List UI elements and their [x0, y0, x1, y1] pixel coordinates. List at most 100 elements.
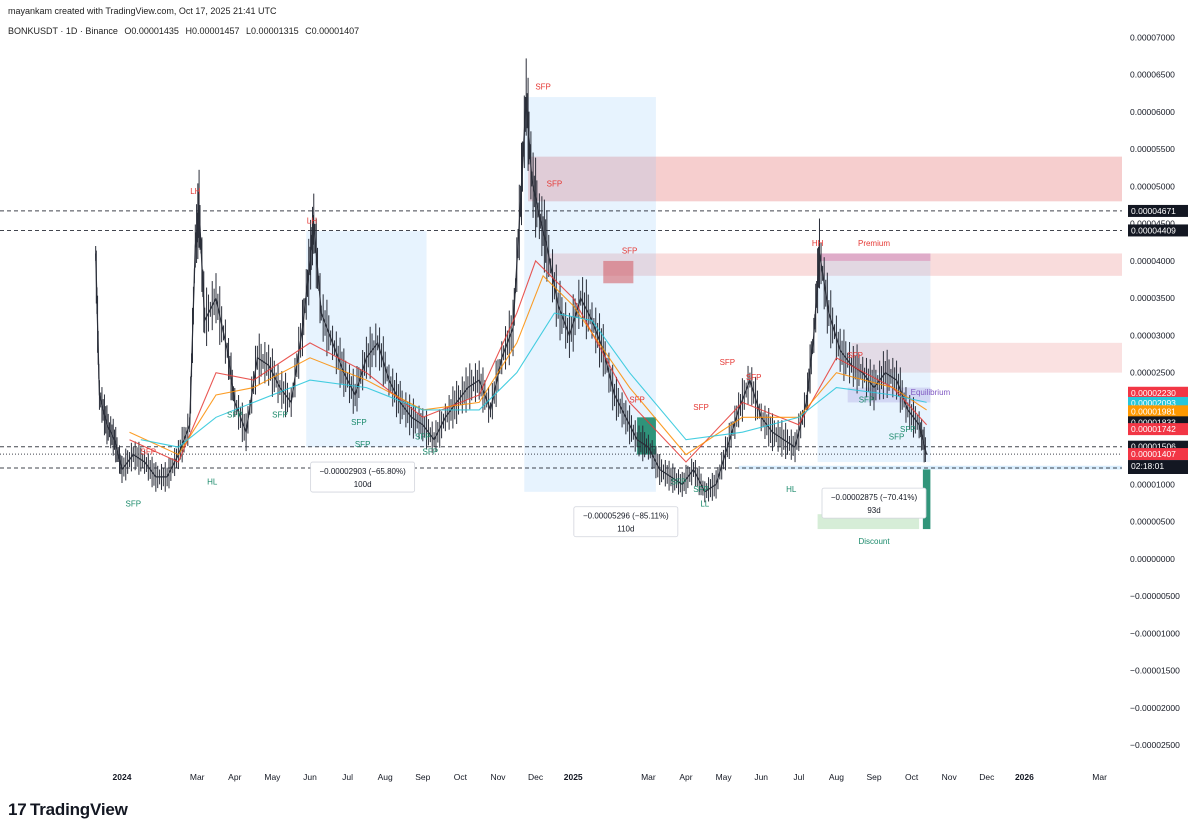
y-tick-label: 0.00003000: [1130, 330, 1175, 340]
x-tick-label: Jun: [754, 772, 768, 782]
ohlc-high: H0.00001457: [185, 26, 240, 36]
zone-box: [524, 97, 656, 492]
measurement-box: −0.00005296 (−85.11%) 110d: [573, 506, 679, 538]
y-tick-label: 0.00004500: [1130, 219, 1175, 229]
level-price-label: 0.00004671: [1131, 206, 1176, 216]
indicator-price-label-bg: [1128, 448, 1188, 461]
measurement-bg: [310, 461, 416, 493]
indicator-price-label: 0.00001981: [1131, 406, 1176, 416]
indicator-price-label-bg: [1128, 386, 1188, 399]
measurement-box: −0.00002875 (−70.41%) 93d: [821, 487, 927, 519]
y-tick-label: −0.00001000: [1130, 628, 1180, 638]
x-tick-label: Aug: [378, 772, 393, 782]
ema-line-2: [140, 312, 927, 448]
annotation-label: SFP: [125, 500, 141, 509]
zone-box: [821, 253, 931, 261]
zone-box: [546, 253, 1122, 276]
tradingview-wordmark: TradingView: [30, 800, 128, 819]
y-tick-label: −0.00000500: [1130, 591, 1180, 601]
x-tick-label: Oct: [905, 772, 919, 782]
x-tick-label: Oct: [454, 772, 468, 782]
x-tick-label: Nov: [490, 772, 506, 782]
measurement-days: 110d: [617, 525, 634, 534]
level-price-label-bg: [1128, 224, 1188, 237]
annotation-label: LH: [190, 187, 200, 196]
annotation-label: SFP: [693, 403, 709, 412]
tradingview-mark-icon: 17: [8, 800, 27, 819]
ohlc-open: O0.00001435: [124, 26, 179, 36]
annotation-label: SFP: [351, 418, 367, 427]
x-tick-label: Mar: [190, 772, 205, 782]
measurement-days: 100d: [354, 480, 372, 489]
y-tick-label: −0.00002500: [1130, 740, 1180, 750]
x-tick-label: Mar: [641, 772, 656, 782]
x-tick-label: Aug: [829, 772, 844, 782]
annotation-label: SFP: [889, 433, 905, 442]
indicator-price-label-bg: [1128, 405, 1188, 418]
zone-box: [528, 156, 1122, 202]
y-tick-label: 0.00003500: [1130, 293, 1175, 303]
y-tick-label: −0.00002000: [1130, 703, 1180, 713]
ohlc-close: C0.00001407: [305, 26, 360, 36]
y-tick-label: 0.00007000: [1130, 32, 1175, 42]
indicator-price-label: 0.00002230: [1131, 388, 1176, 398]
annotation-label: Equilibrium: [911, 388, 951, 397]
measurement-change: −0.00002875 (−70.41%): [831, 493, 918, 502]
x-tick-label: Dec: [528, 772, 544, 782]
y-tick-label: −0.00001500: [1130, 666, 1180, 676]
x-tick-label: 2025: [564, 772, 583, 782]
y-tick-label: 0.00002500: [1130, 368, 1175, 378]
x-tick-label: Apr: [679, 772, 692, 782]
x-tick-label: 2026: [1015, 772, 1034, 782]
annotation-label: SFP: [141, 448, 157, 457]
y-tick-label: 0.00000500: [1130, 517, 1175, 527]
chart-credit: mayankam created with TradingView.com, O…: [8, 6, 277, 16]
zone-box: [738, 465, 1122, 470]
symbol-header: BONKUSDT · 1D · Binance O0.00001435 H0.0…: [8, 26, 363, 36]
annotation-label: SFP: [720, 358, 736, 367]
annotation-label: SFP: [622, 246, 638, 255]
measurement-days: 93d: [867, 506, 880, 515]
indicator-price-label: 0.00001407: [1131, 449, 1176, 459]
x-tick-label: 2024: [113, 772, 132, 782]
annotation-label: SFP: [227, 410, 243, 419]
annotation-label: SFP: [746, 373, 762, 382]
indicator-price-label: 0.00001742: [1131, 424, 1176, 434]
annotation-label: HL: [207, 477, 218, 486]
y-tick-label: 0.00000000: [1130, 554, 1175, 564]
y-tick-label: 0.00005500: [1130, 144, 1175, 154]
indicator-price-label: 0.00001833: [1131, 417, 1176, 427]
x-tick-label: Nov: [942, 772, 958, 782]
annotation-label: SFP: [355, 440, 371, 449]
measurement-box: −0.00002903 (−65.80%) 100d: [310, 461, 416, 493]
annotation-label: SFP: [415, 433, 431, 442]
annotation-label: SFP: [900, 425, 916, 434]
x-tick-label: Jul: [793, 772, 804, 782]
annotation-label: HH: [812, 239, 824, 248]
ema-line-0: [129, 259, 928, 463]
zone-box: [603, 260, 634, 284]
y-tick-label: 0.00001000: [1130, 479, 1175, 489]
annotation-label: SFP: [423, 448, 439, 457]
zone-box: [922, 469, 931, 530]
y-tick-label: 0.00005000: [1130, 181, 1175, 191]
measurement-bg: [573, 506, 679, 538]
x-tick-label: Jul: [342, 772, 353, 782]
annotation-label: Discount: [858, 537, 890, 546]
annotation-label: SFP: [535, 83, 551, 92]
zone-box: [637, 417, 656, 455]
annotation-label: SFP: [272, 410, 288, 419]
annotation-label: SFP: [671, 477, 687, 486]
annotation-label: LL: [700, 500, 709, 509]
x-tick-label: Apr: [228, 772, 241, 782]
x-tick-label: Mar: [1092, 772, 1107, 782]
annotation-label: SFP: [859, 395, 875, 404]
annotation-label: SFP: [629, 395, 645, 404]
annotation-label: SFP: [547, 179, 563, 188]
annotation-label: SFP: [847, 351, 863, 360]
countdown-bg: [1128, 460, 1188, 473]
indicator-price-label: 0.00002093: [1131, 398, 1176, 408]
x-tick-label: May: [716, 772, 733, 782]
annotation-label: Premium: [858, 239, 890, 248]
